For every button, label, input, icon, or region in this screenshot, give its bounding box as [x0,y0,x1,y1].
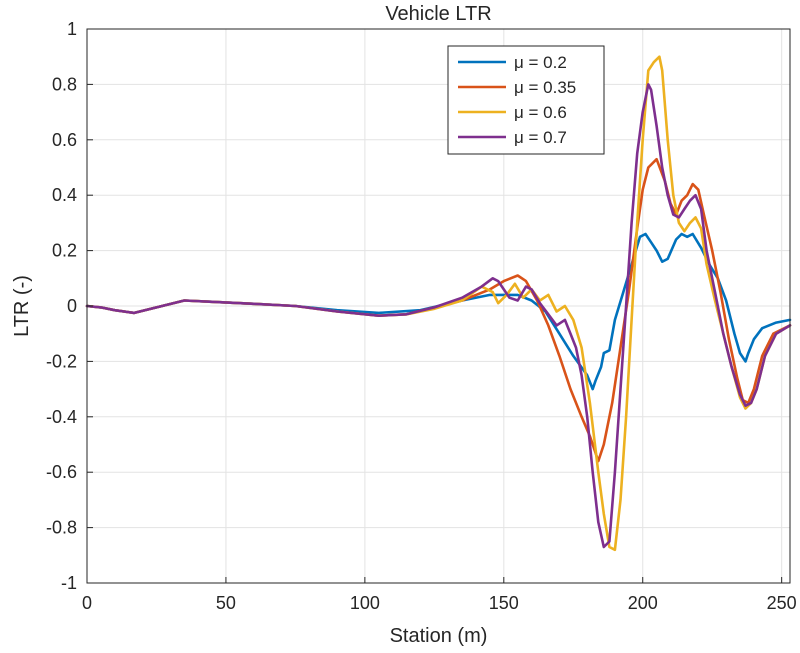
y-tick-label: -0.6 [46,462,77,482]
legend-label-1: μ = 0.2 [514,53,567,72]
x-tick-label: 150 [489,593,519,613]
series-line-3 [85,55,792,552]
y-tick-label: -0.8 [46,518,77,538]
legend: μ = 0.2 μ = 0.35 μ = 0.6 μ = 0.7 [447,45,605,155]
chart-title: Vehicle LTR [385,3,491,25]
legend-label-4: μ = 0.7 [514,128,567,147]
y-tick-label: -0.4 [46,407,77,427]
x-axis-title: Station (m) [390,625,488,647]
axis-ticks: 0 50 100 150 200 250 -1 -0.8 -0.6 -0.4 -0.2 0 0.2 0.4… [46,19,797,613]
x-tick-label: 200 [628,593,658,613]
legend-label-3: μ = 0.6 [514,103,567,122]
y-tick-label: 0.8 [52,74,77,94]
series-line-4 [85,83,792,549]
x-tick-label: 50 [216,593,236,613]
y-tick-label: 1 [67,19,77,39]
y-tick-label: 0 [67,296,77,316]
series-line-2 [85,157,792,463]
series-lines [85,55,792,552]
legend-label-2: μ = 0.35 [514,78,576,97]
y-tick-label: 0.2 [52,241,77,261]
y-tick-label: -0.2 [46,351,77,371]
series-line-1 [85,232,792,391]
y-tick-label: 0.4 [52,185,77,205]
x-tick-label: 0 [82,593,92,613]
y-tick-label: 0.6 [52,130,77,150]
x-tick-label: 100 [350,593,380,613]
x-tick-label: 250 [767,593,797,613]
y-tick-label: -1 [61,573,77,593]
y-axis-title: LTR (-) [11,275,33,337]
